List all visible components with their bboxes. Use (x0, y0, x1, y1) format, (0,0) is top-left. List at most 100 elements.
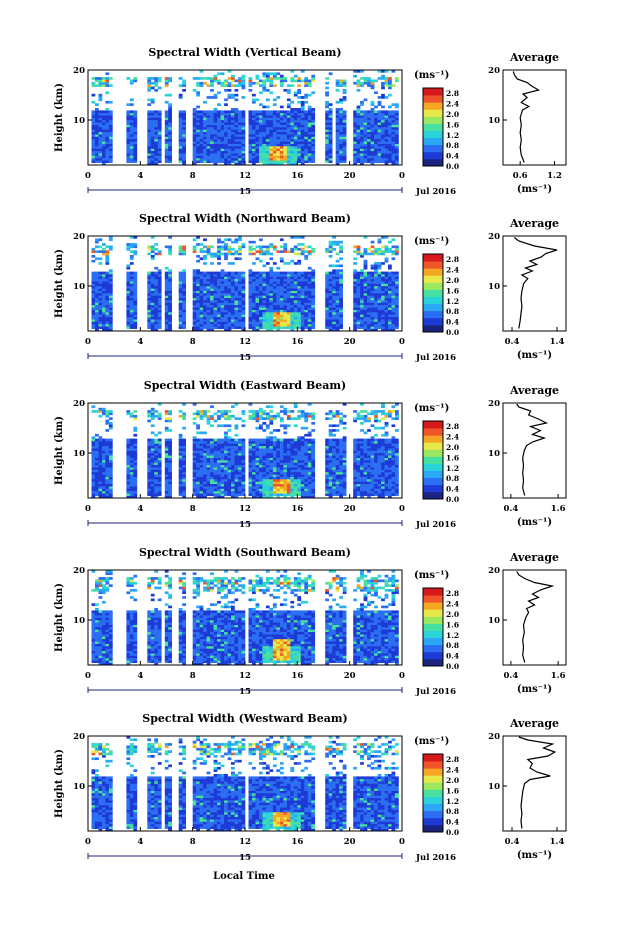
heatmap-cell (203, 278, 207, 282)
heatmap-cell (108, 476, 113, 480)
heatmap-cell (241, 243, 246, 246)
heatmap-cell (238, 274, 242, 277)
heatmap-cell (241, 136, 246, 140)
heatmap-cell (307, 302, 312, 306)
heatmap-cell (224, 84, 228, 87)
heatmap-cell (231, 457, 235, 461)
heatmap-cell (395, 105, 399, 109)
heatmap-cell (164, 307, 169, 310)
heatmap-cell (332, 236, 336, 239)
heatmap-cell (224, 295, 228, 299)
heatmap-cell (133, 252, 138, 256)
heatmap-cell (129, 457, 134, 461)
heatmap-cell (231, 414, 235, 418)
heatmap-cell (384, 124, 389, 128)
heatmap-cell (332, 326, 336, 329)
heatmap-cell (91, 326, 96, 329)
heatmap-cell (95, 77, 99, 80)
heatmap-cell (220, 112, 225, 116)
heatmap-cell (227, 309, 232, 313)
heatmap-cell (206, 293, 211, 296)
heatmap-cell (265, 271, 270, 275)
heatmap-cell (126, 293, 131, 296)
heatmap-cell (213, 150, 218, 154)
heatmap-cell (231, 441, 235, 444)
heatmap-cell (325, 131, 329, 135)
heatmap-cell (220, 448, 225, 451)
heatmap-cell (150, 474, 155, 477)
heatmap-cell (283, 157, 288, 161)
x-tick-label: 0 (85, 171, 91, 181)
heatmap-cell (262, 278, 267, 282)
heatmap-cell (213, 96, 218, 99)
heatmap-cell (206, 414, 211, 418)
heatmap-cell (220, 412, 225, 416)
heatmap-cell (279, 302, 284, 306)
heatmap-cell (150, 295, 155, 299)
heatmap-cell (231, 295, 235, 299)
heatmap-cell (217, 81, 221, 85)
heatmap-cell (252, 138, 256, 142)
heatmap-cell (227, 452, 232, 456)
heatmap-cell (231, 110, 235, 114)
heatmap-cell (252, 129, 256, 133)
heatmap-cell (150, 493, 155, 496)
heatmap-cell (269, 297, 274, 301)
heatmap-cell (363, 264, 368, 268)
heatmap-cell (95, 481, 99, 485)
heatmap-cell (297, 148, 302, 152)
heatmap-cell (227, 300, 232, 303)
heatmap-cell (182, 490, 186, 494)
heatmap-cell (108, 328, 113, 332)
heatmap-cell (206, 124, 211, 128)
heatmap-cell (126, 122, 131, 125)
heatmap-cell (259, 245, 263, 249)
heatmap-cell (286, 153, 291, 156)
heatmap-cell (279, 307, 284, 310)
heatmap-cell (199, 293, 204, 296)
heatmap-cell (192, 309, 197, 313)
heatmap-cell (259, 323, 263, 327)
heatmap-cell (206, 134, 211, 137)
heatmap-cell (388, 86, 392, 90)
heatmap-cell (238, 250, 242, 253)
heatmap-cell (391, 314, 396, 318)
heatmap-cell (381, 293, 385, 296)
heatmap-cell (154, 314, 159, 318)
heatmap-cell (388, 146, 392, 149)
heatmap-cell (234, 309, 239, 313)
heatmap-cell (164, 300, 169, 303)
heatmap-cell (150, 481, 155, 485)
heatmap-cell (199, 450, 204, 454)
heatmap-cell (272, 302, 277, 306)
heatmap-cell (126, 410, 131, 413)
heatmap-cell (150, 257, 155, 261)
colorbar-tick-label: 2.0 (446, 276, 459, 285)
average-y-tick-label: 20 (488, 66, 500, 76)
colorbar-tick-label: 1.2 (446, 131, 459, 140)
heatmap-cell (178, 143, 183, 147)
heatmap-cell (182, 127, 186, 130)
heatmap-cell (262, 127, 267, 130)
heatmap-cell (342, 89, 347, 92)
heatmap-cell (164, 136, 169, 140)
heatmap-cell (395, 285, 399, 289)
heatmap-cell (388, 285, 392, 289)
heatmap-cell (182, 271, 186, 275)
heatmap-cell (328, 288, 333, 291)
heatmap-cell (95, 112, 99, 116)
heatmap-cell (178, 131, 183, 135)
heatmap-cell (210, 462, 214, 466)
heatmap-cell (95, 450, 99, 454)
average-unit: (ms⁻¹) (517, 350, 552, 361)
heatmap-cell (328, 309, 333, 313)
heatmap-cell (129, 464, 134, 468)
heatmap-cell (374, 146, 378, 149)
heatmap-cell (164, 138, 169, 142)
heatmap-cell (192, 464, 197, 468)
heatmap-cell (384, 321, 389, 325)
heatmap-cell (220, 160, 225, 163)
heatmap-cell (238, 455, 242, 458)
heatmap-cell (328, 293, 333, 296)
heatmap-cell (95, 134, 99, 137)
